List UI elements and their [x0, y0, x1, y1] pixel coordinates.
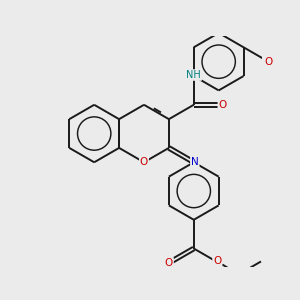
Text: N: N: [191, 157, 199, 167]
Text: O: O: [264, 57, 273, 67]
Text: O: O: [218, 100, 227, 110]
Text: O: O: [165, 258, 173, 268]
Text: O: O: [213, 256, 221, 266]
Text: NH: NH: [186, 70, 201, 80]
Text: O: O: [140, 157, 148, 167]
